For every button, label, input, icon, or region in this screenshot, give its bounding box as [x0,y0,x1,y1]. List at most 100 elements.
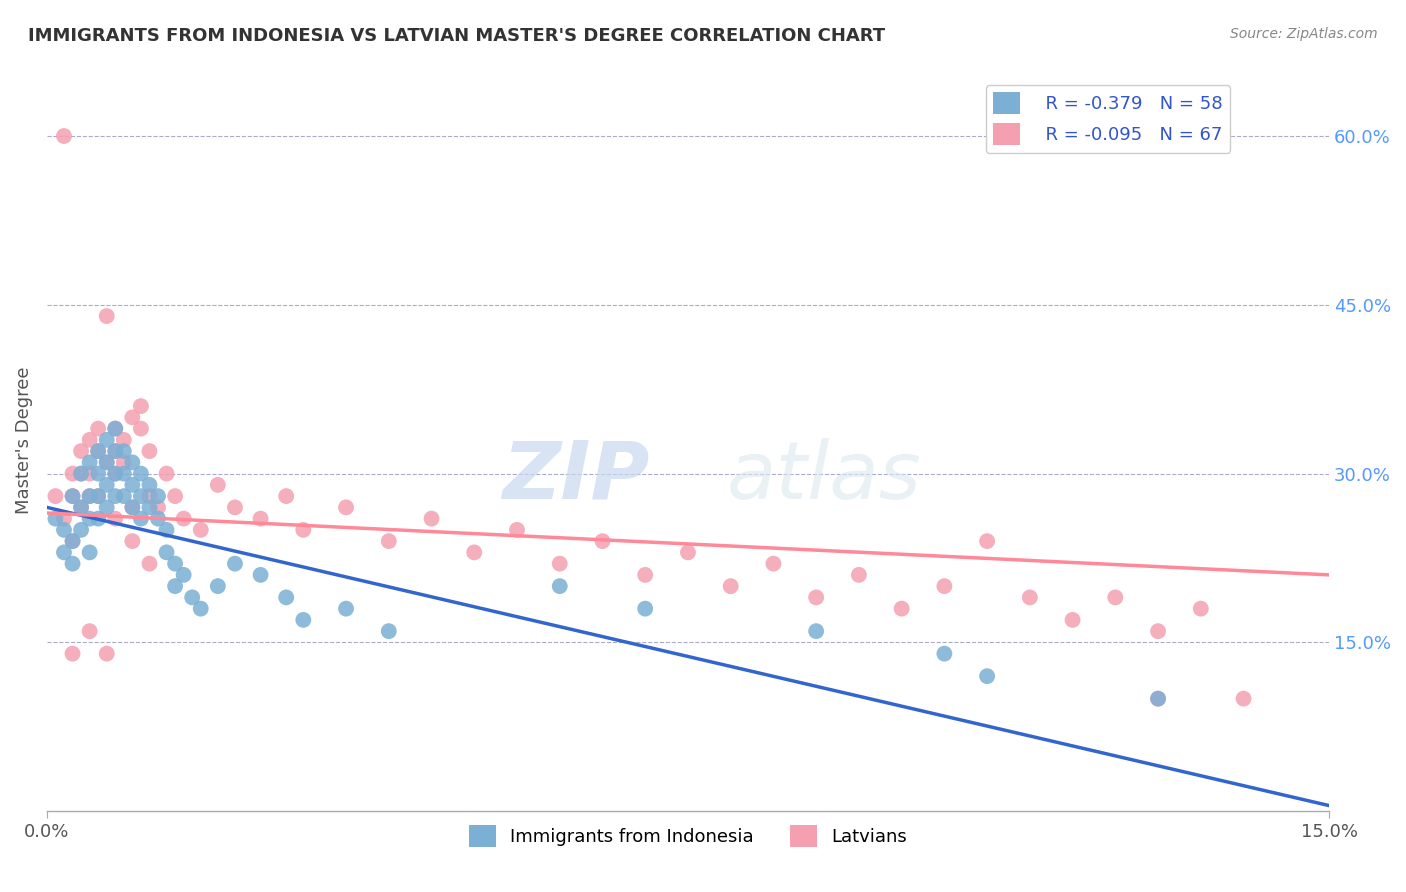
Point [121,500,143,515]
Point [44,489,66,503]
Point [146,489,169,503]
Point [104,511,127,525]
Point [138,478,160,492]
Point [335,601,357,615]
Point [79,489,101,503]
Point [207,579,229,593]
Point [112,433,135,447]
Point [112,444,135,458]
Point [70,500,93,515]
Point [207,478,229,492]
Point [506,523,529,537]
Point [138,557,160,571]
Point [70,500,93,515]
Point [890,601,912,615]
Point [155,545,177,559]
Point [121,500,143,515]
Point [190,523,212,537]
Point [976,669,998,683]
Point [276,591,298,605]
Point [420,511,443,525]
Point [70,523,93,537]
Point [934,579,956,593]
Point [96,433,118,447]
Point [378,534,401,549]
Point [292,523,315,537]
Point [1147,691,1170,706]
Point [87,489,110,503]
Point [62,557,84,571]
Point [121,478,143,492]
Point [292,613,315,627]
Point [87,421,110,435]
Point [62,647,84,661]
Point [104,444,127,458]
Point [165,557,187,571]
Point [173,511,195,525]
Point [138,444,160,458]
Point [190,601,212,615]
Point [53,511,76,525]
Point [44,511,66,525]
Point [87,511,110,525]
Point [87,467,110,481]
Point [463,545,485,559]
Point [976,534,998,549]
Text: Source: ZipAtlas.com: Source: ZipAtlas.com [1230,27,1378,41]
Point [129,489,152,503]
Point [181,591,204,605]
Point [104,489,127,503]
Point [1018,591,1040,605]
Point [96,455,118,469]
Point [848,567,870,582]
Point [104,467,127,481]
Point [96,647,118,661]
Point [548,557,571,571]
Point [1147,691,1170,706]
Point [165,579,187,593]
Y-axis label: Master's Degree: Master's Degree [15,366,32,514]
Point [79,511,101,525]
Point [129,511,152,525]
Point [138,489,160,503]
Point [804,591,827,605]
Point [1104,591,1126,605]
Point [276,489,298,503]
Point [129,421,152,435]
Point [79,545,101,559]
Point [104,421,127,435]
Point [720,579,742,593]
Point [96,478,118,492]
Point [129,399,152,413]
Point [87,489,110,503]
Point [155,523,177,537]
Point [1062,613,1084,627]
Point [129,467,152,481]
Legend: Immigrants from Indonesia, Latvians: Immigrants from Indonesia, Latvians [461,818,914,855]
Point [96,309,118,323]
Point [121,455,143,469]
Text: ZIP: ZIP [502,438,650,516]
Point [62,489,84,503]
Point [592,534,614,549]
Point [87,444,110,458]
Point [1232,691,1254,706]
Point [104,444,127,458]
Point [224,500,246,515]
Point [70,467,93,481]
Point [79,433,101,447]
Point [121,534,143,549]
Point [1189,601,1212,615]
Point [79,467,101,481]
Point [62,467,84,481]
Point [934,647,956,661]
Point [53,129,76,144]
Point [146,500,169,515]
Point [70,467,93,481]
Text: atlas: atlas [727,438,921,516]
Point [53,545,76,559]
Point [96,500,118,515]
Point [112,455,135,469]
Point [378,624,401,639]
Point [249,511,271,525]
